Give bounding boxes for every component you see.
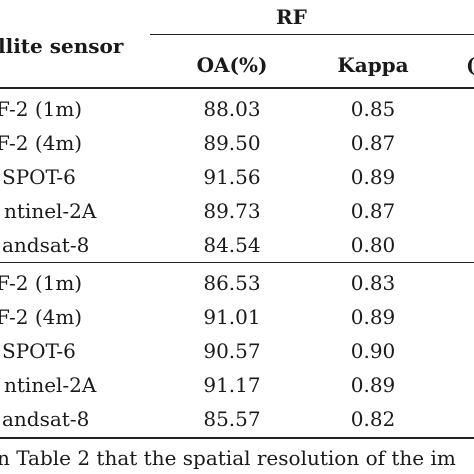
table-row-sensor: andsat-8 [2, 407, 90, 431]
table-row-sensor: SPOT-6 [2, 165, 76, 189]
table-row-oa: 91.01 [203, 305, 261, 329]
table-row-kappa: 0.80 [350, 233, 396, 257]
table-row-oa: 86.53 [203, 271, 261, 295]
table-row-sensor: SPOT-6 [2, 339, 76, 363]
partial-column-header: ( [466, 53, 474, 77]
table-row-sensor: F-2 (4m) [0, 305, 83, 329]
table-row-kappa: 0.87 [350, 199, 396, 223]
table-row-kappa: 0.82 [350, 407, 396, 431]
header-bottom-rule [0, 87, 474, 89]
table-row-oa: 90.57 [203, 339, 261, 363]
table-row-oa: 85.57 [203, 407, 261, 431]
kappa-column-header: Kappa [337, 53, 409, 77]
table-row-kappa: 0.83 [350, 271, 396, 295]
caption-text: n Table 2 that the spatial resolution of… [0, 446, 456, 470]
table-row-kappa: 0.85 [350, 97, 396, 121]
table-row-sensor: andsat-8 [2, 233, 90, 257]
table-row-sensor: ntinel-2A [4, 199, 97, 223]
rf-group-rule [150, 34, 474, 35]
table-bottom-rule [0, 437, 474, 439]
sensor-column-header: llite sensor [0, 34, 124, 58]
table-row-oa: 89.73 [203, 199, 261, 223]
table-row-oa: 89.50 [203, 131, 261, 155]
table-row-oa: 91.17 [203, 373, 261, 397]
table-row-sensor: F-2 (1m) [0, 97, 83, 121]
table-row-kappa: 0.89 [350, 373, 396, 397]
table-row-oa: 88.03 [203, 97, 261, 121]
table-row-kappa: 0.90 [350, 339, 396, 363]
table-row-sensor: ntinel-2A [4, 373, 97, 397]
rf-group-header: RF [276, 5, 307, 29]
group-separator-rule [0, 262, 474, 263]
table-row-kappa: 0.89 [350, 165, 396, 189]
table-row-oa: 84.54 [203, 233, 261, 257]
table-row-oa: 91.56 [203, 165, 261, 189]
table-row-sensor: F-2 (4m) [0, 131, 83, 155]
table-row-kappa: 0.87 [350, 131, 396, 155]
oa-column-header: OA(%) [196, 53, 268, 77]
table-row-sensor: F-2 (1m) [0, 271, 83, 295]
table-row-kappa: 0.89 [350, 305, 396, 329]
